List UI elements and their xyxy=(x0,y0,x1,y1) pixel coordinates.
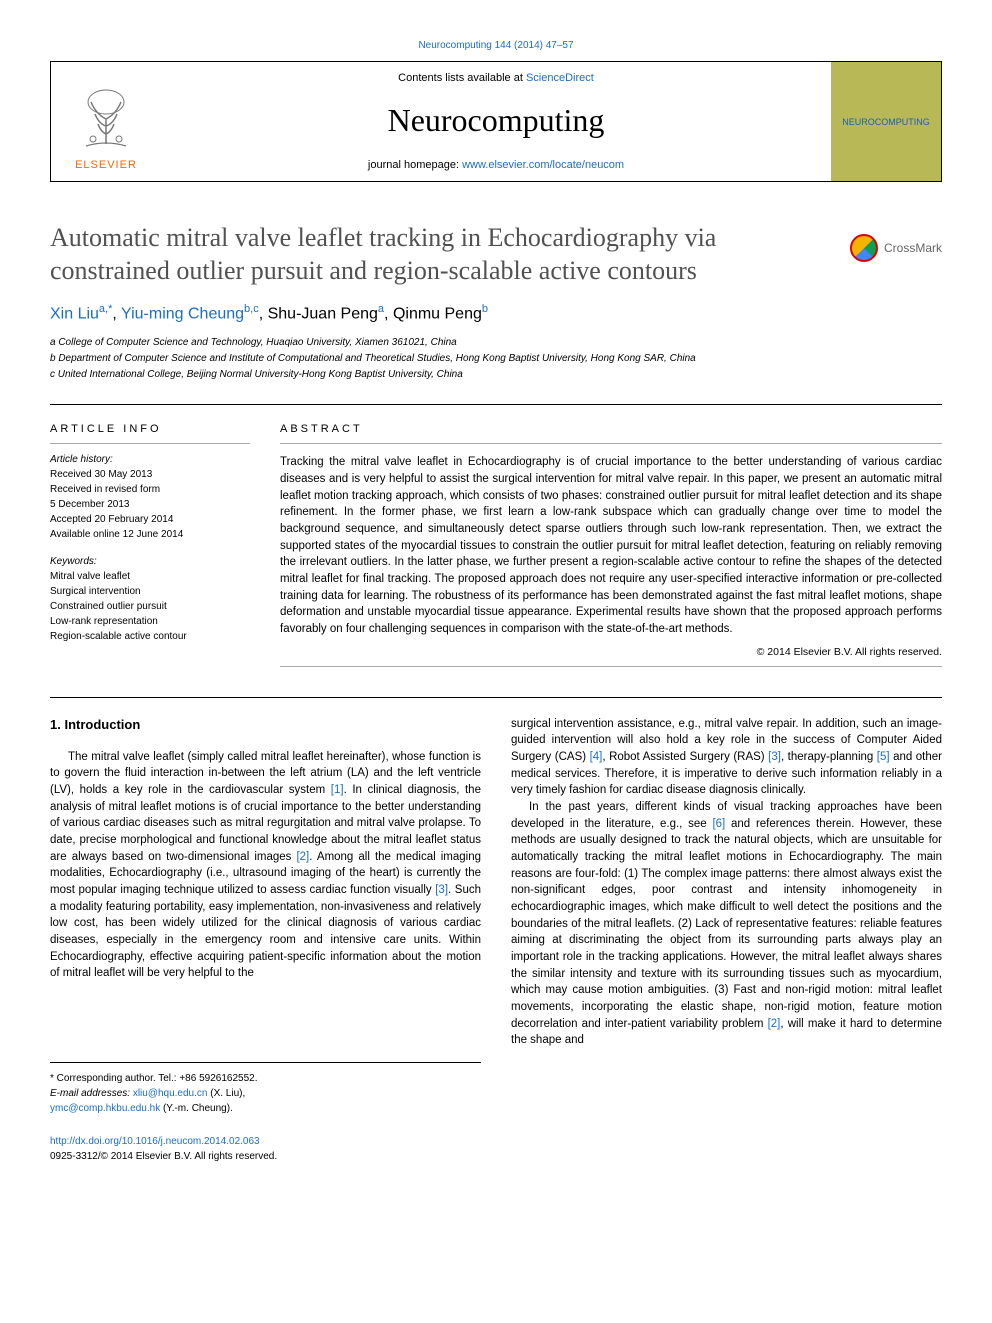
affiliation-a: a College of Computer Science and Techno… xyxy=(50,335,942,350)
divider xyxy=(50,443,250,444)
keyword: Region-scalable active contour xyxy=(50,629,250,644)
abstract-head: ABSTRACT xyxy=(280,423,942,435)
divider xyxy=(50,697,942,698)
author-1-aff[interactable]: a,* xyxy=(99,303,112,315)
homepage-link[interactable]: www.elsevier.com/locate/neucom xyxy=(462,159,624,171)
publisher-logo-block: ELSEVIER xyxy=(51,62,161,181)
text-run: , Robot Assisted Surgery (RAS) xyxy=(602,751,768,763)
history-line: 5 December 2013 xyxy=(50,497,250,512)
crossmark-icon xyxy=(850,234,878,262)
cover-text: NEUROCOMPUTING xyxy=(842,117,930,127)
body-columns: 1. Introduction The mitral valve leaflet… xyxy=(50,716,942,1164)
section-1-heading: 1. Introduction xyxy=(50,716,481,735)
keyword: Mitral valve leaflet xyxy=(50,569,250,584)
column-left: 1. Introduction The mitral valve leaflet… xyxy=(50,716,481,1164)
keyword: Low-rank representation xyxy=(50,614,250,629)
abstract-text: Tracking the mitral valve leaflet in Ech… xyxy=(280,454,942,637)
email-1-name: (X. Liu), xyxy=(207,1088,245,1099)
author-3-aff[interactable]: a xyxy=(378,303,384,315)
paragraph: In the past years, different kinds of vi… xyxy=(511,799,942,1049)
history-line: Received in revised form xyxy=(50,482,250,497)
email-line: E-mail addresses: xliu@hqu.edu.cn (X. Li… xyxy=(50,1086,481,1101)
journal-cover-thumb: NEUROCOMPUTING xyxy=(831,62,941,181)
paragraph: The mitral valve leaflet (simply called … xyxy=(50,749,481,982)
journal-name: Neurocomputing xyxy=(181,102,811,139)
journal-homepage-line: journal homepage: www.elsevier.com/locat… xyxy=(181,159,811,171)
affiliations: a College of Computer Science and Techno… xyxy=(50,335,942,382)
elsevier-label: ELSEVIER xyxy=(75,159,137,171)
journal-header: ELSEVIER Contents lists available at Sci… xyxy=(50,61,942,182)
divider xyxy=(280,443,942,444)
text-run: , therapy-planning xyxy=(781,751,877,763)
author-2[interactable]: Yiu-ming Cheung xyxy=(121,305,244,322)
issn-copyright: 0925-3312/© 2014 Elsevier B.V. All right… xyxy=(50,1149,481,1164)
author-3: Shu-Juan Peng xyxy=(268,305,378,322)
authors-line: Xin Liua,*, Yiu-ming Cheungb,c, Shu-Juan… xyxy=(50,303,942,323)
divider xyxy=(280,666,942,667)
text-run: and references therein. However, these m… xyxy=(511,818,942,1030)
ref-link-6[interactable]: [6] xyxy=(712,818,725,830)
paragraph: surgical intervention assistance, e.g., … xyxy=(511,716,942,799)
footnote-block: * Corresponding author. Tel.: +86 592616… xyxy=(50,1062,481,1116)
author-2-aff[interactable]: b,c xyxy=(244,303,259,315)
sciencedirect-link[interactable]: ScienceDirect xyxy=(526,72,594,84)
crossmark-label: CrossMark xyxy=(884,241,942,255)
keywords-label: Keywords: xyxy=(50,556,250,567)
contents-list-line: Contents lists available at ScienceDirec… xyxy=(181,72,811,84)
homepage-prefix: journal homepage: xyxy=(368,159,462,171)
abstract-copyright: © 2014 Elsevier B.V. All rights reserved… xyxy=(280,646,942,658)
ref-link-3[interactable]: [3] xyxy=(435,884,448,896)
divider xyxy=(50,404,942,405)
author-4: Qinmu Peng xyxy=(393,305,482,322)
elsevier-tree-icon xyxy=(71,84,141,154)
ref-link-3[interactable]: [3] xyxy=(768,751,781,763)
crossmark-badge[interactable]: CrossMark xyxy=(850,222,942,262)
ref-link-5[interactable]: [5] xyxy=(877,751,890,763)
paper-title: Automatic mitral valve leaflet tracking … xyxy=(50,222,820,287)
history-line: Available online 12 June 2014 xyxy=(50,527,250,542)
issue-citation[interactable]: Neurocomputing 144 (2014) 47–57 xyxy=(50,40,942,51)
email-label: E-mail addresses: xyxy=(50,1088,133,1099)
keyword: Surgical intervention xyxy=(50,584,250,599)
article-info-head: ARTICLE INFO xyxy=(50,423,250,435)
ref-link-1[interactable]: [1] xyxy=(331,784,344,796)
doi-link[interactable]: http://dx.doi.org/10.1016/j.neucom.2014.… xyxy=(50,1136,260,1147)
corresponding-author: * Corresponding author. Tel.: +86 592616… xyxy=(50,1071,481,1086)
affiliation-b: b Department of Computer Science and Ins… xyxy=(50,351,942,366)
email-1[interactable]: xliu@hqu.edu.cn xyxy=(133,1088,208,1099)
history-line: Received 30 May 2013 xyxy=(50,467,250,482)
ref-link-4[interactable]: [4] xyxy=(590,751,603,763)
ref-link-2[interactable]: [2] xyxy=(296,851,309,863)
article-info-block: ARTICLE INFO Article history: Received 3… xyxy=(50,423,250,666)
contents-prefix: Contents lists available at xyxy=(398,72,526,84)
history-line: Accepted 20 February 2014 xyxy=(50,512,250,527)
ref-link-2[interactable]: [2] xyxy=(768,1018,781,1030)
author-4-aff[interactable]: b xyxy=(482,303,488,315)
history-label: Article history: xyxy=(50,454,250,465)
text-run: . Such a modality featuring portability,… xyxy=(50,884,481,979)
doi-block: http://dx.doi.org/10.1016/j.neucom.2014.… xyxy=(50,1134,481,1164)
abstract-block: ABSTRACT Tracking the mitral valve leafl… xyxy=(280,423,942,666)
email-line-2: ymc@comp.hkbu.edu.hk (Y.-m. Cheung). xyxy=(50,1101,481,1116)
author-1[interactable]: Xin Liu xyxy=(50,305,99,322)
affiliation-c: c United International College, Beijing … xyxy=(50,367,942,382)
email-2-name: (Y.-m. Cheung). xyxy=(160,1103,233,1114)
column-right: surgical intervention assistance, e.g., … xyxy=(511,716,942,1164)
email-2[interactable]: ymc@comp.hkbu.edu.hk xyxy=(50,1103,160,1114)
keyword: Constrained outlier pursuit xyxy=(50,599,250,614)
